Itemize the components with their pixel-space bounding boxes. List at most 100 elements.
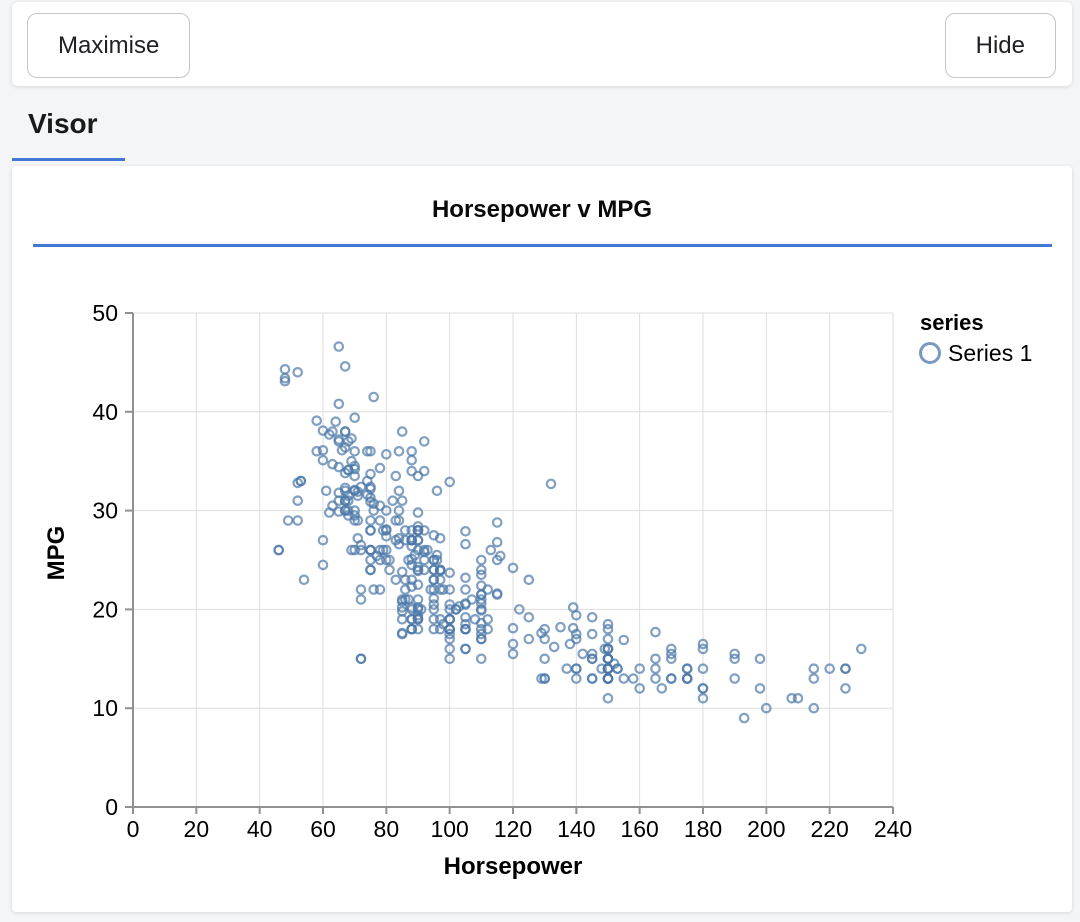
scatter-point: [608, 658, 620, 669]
scatter-point: [365, 446, 376, 457]
scatter-point: [460, 611, 471, 623]
scatter-point: [396, 627, 408, 639]
scatter-point: [586, 653, 598, 665]
scatter-point: [434, 565, 446, 577]
scatter-point: [406, 574, 417, 586]
scatter-point: [349, 510, 360, 521]
scatter-point: [355, 653, 367, 665]
scatter-point: [460, 525, 471, 537]
scatter-point: [650, 663, 661, 674]
scatter-point: [475, 628, 487, 640]
scatter-point: [352, 532, 364, 544]
scatter-point: [346, 544, 357, 556]
scatter-point: [602, 692, 614, 704]
scatter-point: [482, 584, 493, 595]
scatter-point: [507, 622, 519, 634]
scatter-point: [567, 602, 579, 613]
scatter-point: [460, 572, 471, 584]
scatter-point: [824, 663, 835, 674]
scatter-point: [754, 653, 766, 665]
chart-title: Horsepower v MPG: [431, 196, 653, 223]
scatter-point: [437, 618, 449, 630]
scatter-point: [412, 565, 424, 577]
scatter-point: [729, 673, 740, 684]
scatter-point: [292, 515, 303, 526]
scatter-point: [681, 673, 693, 684]
scatter-point: [365, 525, 376, 536]
scatter-point: [412, 602, 424, 613]
scatter-point: [444, 476, 455, 488]
scatter-point: [406, 525, 417, 536]
scatter-point: [475, 653, 487, 665]
x-tick-label: 140: [557, 816, 595, 842]
scatter-point: [377, 525, 389, 536]
scatter-point: [349, 446, 360, 457]
scatter-point: [475, 564, 487, 576]
scatter-point: [586, 628, 598, 640]
scatter-point: [380, 505, 392, 516]
scatter-point: [475, 554, 487, 566]
scatter-point: [390, 470, 402, 482]
scatter-point: [460, 623, 471, 635]
scatter-point: [412, 507, 424, 518]
scatter-point: [349, 470, 360, 482]
hide-button[interactable]: Hide: [944, 13, 1056, 78]
legend-symbol-icon: [919, 342, 941, 364]
scatter-point: [374, 515, 386, 526]
scatter-point: [602, 623, 614, 635]
scatter-point: [387, 495, 398, 506]
scatter-point: [460, 618, 471, 630]
scatter-point: [349, 412, 360, 423]
scatter-point: [634, 663, 645, 674]
scatter-point: [333, 436, 345, 447]
scatter-point: [374, 462, 386, 474]
scatter-point: [444, 604, 455, 615]
scatter-point: [412, 579, 424, 590]
maximise-button[interactable]: Maximise: [27, 13, 191, 78]
scatter-point: [431, 485, 443, 497]
scatter-point: [393, 485, 405, 497]
y-tick-label: 0: [105, 794, 118, 820]
scatter-point: [292, 367, 303, 378]
scatter-point: [564, 638, 576, 650]
scatter-point: [425, 584, 436, 595]
scatter-point: [656, 683, 668, 694]
scatter-point: [339, 361, 351, 372]
x-tick-label: 100: [430, 816, 468, 842]
scatter-point: [536, 627, 547, 639]
scatter-point: [396, 606, 408, 617]
scatter-point: [298, 574, 310, 586]
scatter-point: [602, 653, 614, 665]
scatter-point: [317, 445, 329, 456]
scatter-point: [412, 470, 424, 482]
scatter-point: [808, 673, 820, 684]
scatter-point: [311, 415, 322, 426]
scatter-point: [406, 446, 417, 457]
scatter-point: [349, 515, 360, 526]
scatter-point: [311, 446, 322, 457]
scatter-point: [396, 495, 408, 506]
scatter-point: [729, 648, 740, 660]
scatter-point: [539, 653, 550, 665]
scatter-point: [697, 692, 709, 704]
scatter-point: [444, 633, 455, 645]
scatter-point: [602, 618, 614, 630]
scatter-point: [523, 611, 535, 623]
scatter-point: [599, 643, 611, 655]
scatter-point: [738, 712, 750, 724]
x-tick-label: 200: [747, 816, 785, 842]
scatter-point: [555, 621, 566, 633]
scatter-point: [494, 550, 506, 562]
scatter-point: [317, 454, 329, 466]
scatter-point: [406, 465, 417, 477]
scatter-point: [406, 559, 417, 571]
scatter-point: [444, 623, 455, 635]
scatter-point: [418, 564, 430, 576]
scatter-point: [475, 594, 487, 605]
legend-entry-label: Series 1: [948, 340, 1032, 366]
y-tick-label: 30: [92, 498, 118, 524]
scatter-point: [333, 506, 345, 517]
scatter-point: [475, 617, 487, 629]
scatter-point: [618, 673, 630, 684]
scatter-point: [513, 604, 525, 615]
